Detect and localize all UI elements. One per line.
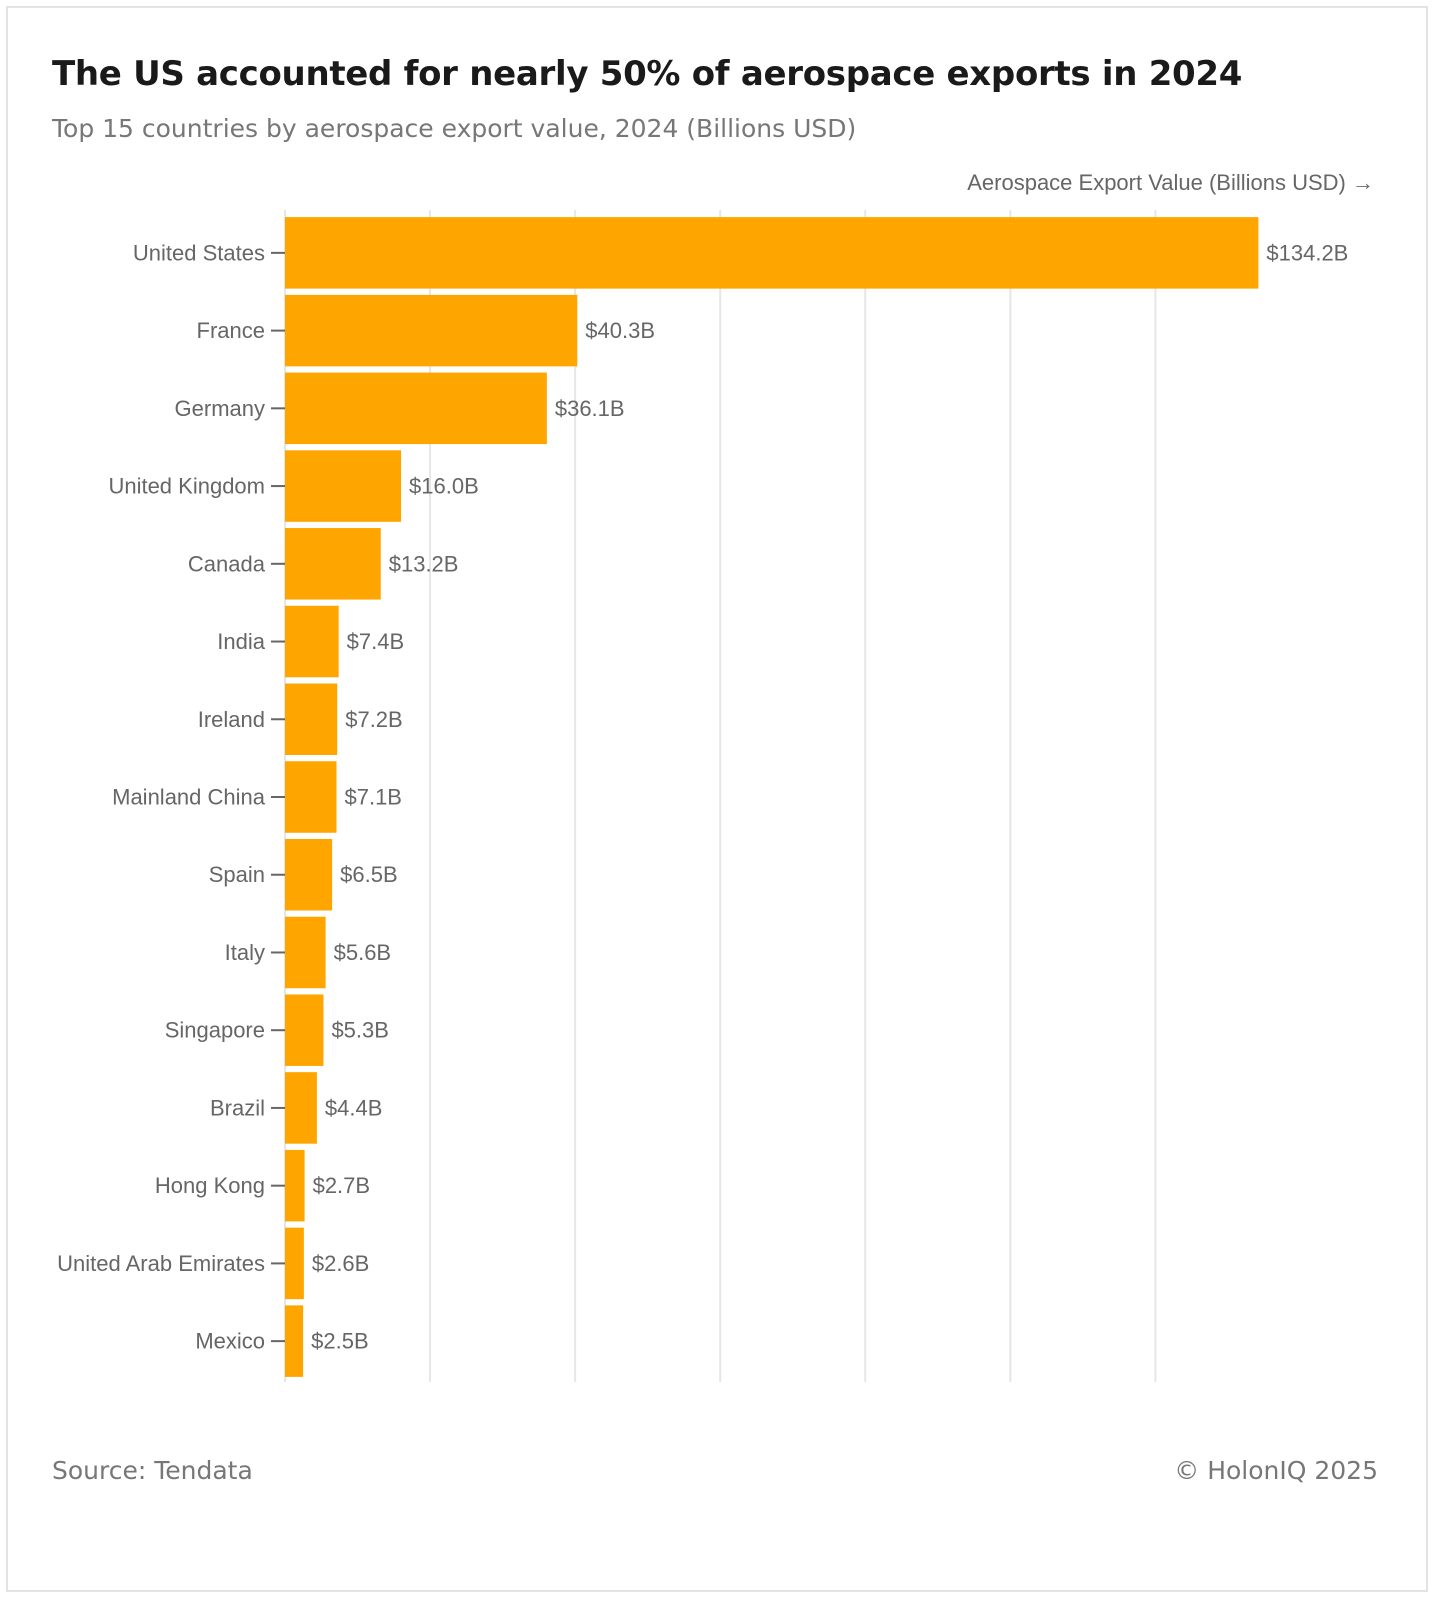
bar	[285, 450, 402, 522]
bar	[285, 994, 324, 1066]
value-label: $134.2B	[1266, 240, 1348, 265]
bar	[285, 1149, 305, 1222]
category-label: Italy	[225, 940, 265, 965]
bar	[285, 528, 381, 600]
bar	[285, 294, 578, 367]
category-label: Spain	[209, 862, 265, 887]
category-label: Mexico	[195, 1329, 265, 1354]
category-labels: United States France Germany United Kingdom…	[57, 240, 266, 1353]
bar	[285, 217, 1259, 289]
category-label: India	[217, 629, 265, 654]
value-label: $2.7B	[313, 1173, 371, 1198]
bars	[285, 217, 1259, 1377]
category-label: Mainland China	[112, 785, 266, 810]
category-label: France	[197, 318, 265, 343]
value-label: $16.0B	[409, 474, 479, 499]
value-label: $7.4B	[347, 629, 405, 654]
value-label: $6.5B	[340, 862, 398, 887]
bar	[285, 605, 339, 678]
category-label: United Kingdom	[108, 474, 265, 499]
category-label: Singapore	[165, 1018, 265, 1043]
value-label: $4.4B	[325, 1095, 383, 1120]
copyright-note: © HolonIQ 2025	[1174, 1456, 1378, 1485]
value-label: $5.3B	[331, 1018, 389, 1043]
bar	[285, 838, 333, 911]
y-axis-ticks	[271, 251, 285, 1343]
category-label: Germany	[175, 396, 265, 421]
value-label: $40.3B	[585, 318, 655, 343]
category-label: Hong Kong	[155, 1173, 265, 1198]
x-axis-label: Aerospace Export Value (Billions USD) →	[967, 170, 1374, 195]
value-label: $36.1B	[555, 396, 625, 421]
source-note: Source: Tendata	[52, 1456, 253, 1485]
category-label: United Arab Emirates	[57, 1251, 265, 1276]
bar	[285, 1227, 304, 1300]
category-label: United States	[133, 240, 265, 265]
value-label: $2.5B	[311, 1329, 369, 1354]
bar	[285, 683, 338, 756]
value-label: $5.6B	[334, 940, 392, 965]
bar	[285, 761, 337, 833]
value-label: $13.2B	[389, 551, 459, 576]
chart-subtitle: Top 15 countries by aerospace export val…	[52, 114, 857, 143]
bar	[285, 1305, 304, 1377]
value-labels: $134.2B $40.3B $36.1B $16.0B $13.2B $7.4B $7.2…	[311, 240, 1348, 1353]
chart-title: The US accounted for nearly 50% of aeros…	[52, 54, 1243, 94]
value-label: $2.6B	[312, 1251, 370, 1276]
category-label: Ireland	[198, 707, 265, 732]
bar	[285, 916, 326, 989]
bar	[285, 372, 547, 445]
value-label: $7.2B	[345, 707, 403, 732]
category-label: Canada	[188, 551, 266, 576]
value-label: $7.1B	[344, 785, 402, 810]
bar	[285, 1072, 317, 1144]
category-label: Brazil	[210, 1095, 265, 1120]
